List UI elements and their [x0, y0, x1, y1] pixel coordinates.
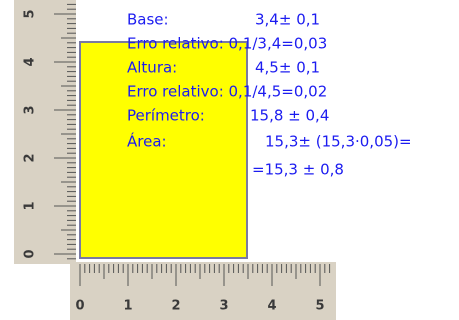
measurement-value: 15,3± (15,3·0,05)=	[265, 133, 412, 151]
measurement-value: =15,3 ± 0,8	[252, 161, 344, 179]
ruler-label: 3	[23, 105, 38, 114]
measurement-label: Erro relativo: 0,1/4,5=0,02	[127, 83, 327, 101]
ruler-label: 5	[23, 9, 38, 18]
ruler-label: 4	[23, 57, 38, 66]
measurement-value: 3,4± 0,1	[255, 11, 320, 29]
ruler-label: 2	[171, 299, 180, 314]
ruler-label: 2	[23, 153, 38, 162]
measurement-label: Área:	[127, 132, 167, 151]
ruler-label: 3	[219, 299, 228, 314]
ruler-label: 1	[23, 201, 38, 210]
ruler-label: 1	[123, 299, 132, 314]
measurement-label: Base:	[127, 11, 169, 29]
page: 0 1 2 3 4 5 0 1 2 3 4 5 Base: 3,4± 0,1 Erro relativo:…	[0, 0, 459, 320]
ruler-label: 0	[23, 249, 38, 258]
measurement-value: 4,5± 0,1	[255, 59, 320, 77]
scene: 0 1 2 3 4 5 0 1 2 3 4 5 Base: 3,4± 0,1 Erro relativo:…	[0, 0, 459, 320]
measurement-label: Altura:	[127, 59, 177, 77]
ruler-label: 4	[267, 299, 276, 314]
measurement-value: 15,8 ± 0,4	[250, 107, 329, 125]
vertical-ruler	[14, 0, 76, 264]
measurement-label: Erro relativo: 0,1/3,4=0,03	[127, 35, 327, 53]
ruler-label: 0	[75, 299, 84, 314]
measurement-label: Perímetro:	[127, 107, 205, 125]
ruler-label: 5	[315, 299, 324, 314]
